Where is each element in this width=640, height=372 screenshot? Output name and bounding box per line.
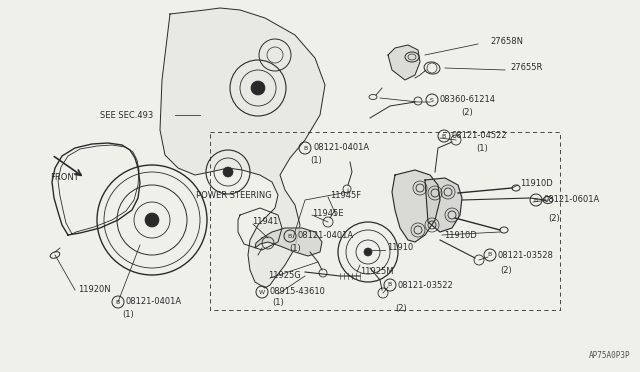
Text: B: B: [534, 198, 538, 202]
Text: (1): (1): [289, 244, 301, 253]
Text: 11910D: 11910D: [520, 179, 553, 187]
Text: 08121-03522: 08121-03522: [398, 280, 454, 289]
Text: 08121-0601A: 08121-0601A: [544, 196, 600, 205]
Text: B: B: [288, 234, 292, 238]
Text: B: B: [116, 299, 120, 305]
Text: FRONT: FRONT: [50, 173, 79, 183]
Text: B: B: [442, 134, 446, 138]
Text: POWER STEERING: POWER STEERING: [196, 192, 272, 201]
Text: 08121-04522: 08121-04522: [452, 131, 508, 141]
Text: (2): (2): [500, 266, 512, 275]
Text: 11910D: 11910D: [444, 231, 477, 241]
Text: (1): (1): [476, 144, 488, 153]
Text: S: S: [430, 97, 434, 103]
Text: 08121-0401A: 08121-0401A: [298, 231, 354, 241]
Text: 11941: 11941: [252, 218, 278, 227]
Circle shape: [364, 248, 372, 256]
Text: 11925M: 11925M: [360, 267, 394, 276]
Polygon shape: [425, 178, 462, 232]
Text: AP75A0P3P: AP75A0P3P: [588, 351, 630, 360]
Polygon shape: [160, 8, 325, 288]
Text: SEE SEC.493: SEE SEC.493: [100, 110, 153, 119]
Text: (2): (2): [548, 214, 560, 222]
Text: B: B: [388, 282, 392, 288]
Text: 11910: 11910: [387, 244, 413, 253]
Text: W: W: [259, 289, 265, 295]
Text: (2): (2): [395, 304, 407, 312]
Text: 08915-43610: 08915-43610: [270, 288, 326, 296]
Text: (1): (1): [310, 155, 322, 164]
Text: (1): (1): [272, 298, 284, 308]
Text: 27658N: 27658N: [490, 38, 523, 46]
Text: 11920N: 11920N: [78, 285, 111, 295]
Polygon shape: [392, 170, 440, 242]
Text: B: B: [303, 145, 307, 151]
Text: 11945F: 11945F: [330, 190, 361, 199]
Text: B: B: [488, 253, 492, 257]
Text: 08360-61214: 08360-61214: [440, 96, 496, 105]
Text: (1): (1): [122, 311, 134, 320]
Text: (2): (2): [461, 108, 473, 116]
Text: 08121-03528: 08121-03528: [498, 250, 554, 260]
Text: 27655R: 27655R: [510, 64, 542, 73]
Text: 11925G: 11925G: [268, 272, 301, 280]
Circle shape: [223, 167, 233, 177]
Text: 11945E: 11945E: [312, 208, 344, 218]
Polygon shape: [255, 228, 322, 256]
Polygon shape: [388, 45, 420, 80]
Circle shape: [251, 81, 265, 95]
Text: 08121-0401A: 08121-0401A: [126, 298, 182, 307]
Text: 08121-0401A: 08121-0401A: [313, 144, 369, 153]
Circle shape: [145, 213, 159, 227]
